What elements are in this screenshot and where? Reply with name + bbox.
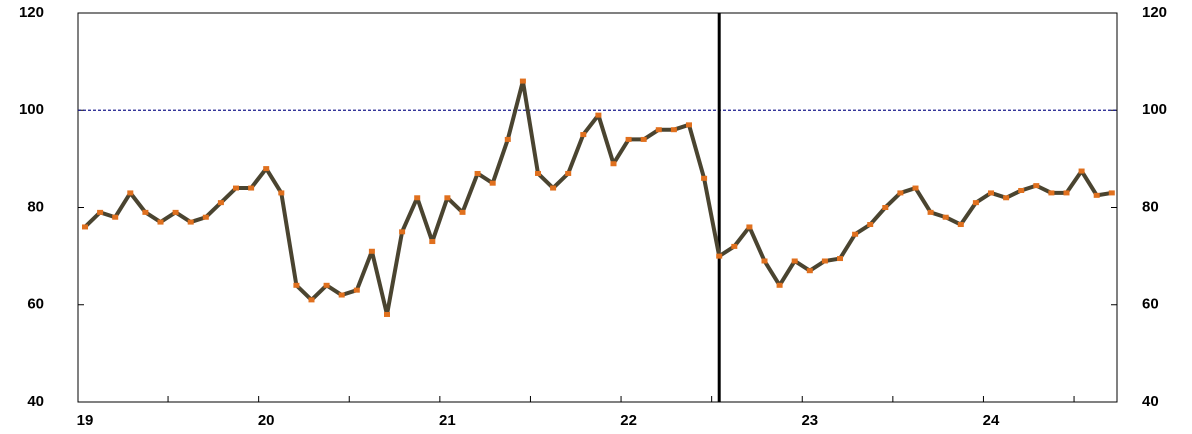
marker bbox=[655, 127, 662, 133]
marker bbox=[429, 239, 436, 245]
marker bbox=[821, 258, 828, 264]
marker bbox=[1048, 190, 1055, 196]
marker bbox=[1018, 187, 1025, 193]
y2-tick-label: 60 bbox=[1142, 296, 1159, 313]
marker bbox=[791, 258, 798, 264]
marker bbox=[187, 219, 194, 225]
y-tick-label: 120 bbox=[19, 4, 44, 21]
marker bbox=[625, 136, 632, 142]
x-tick-label: 19 bbox=[77, 412, 94, 429]
marker bbox=[384, 311, 390, 317]
x-tick-label: 20 bbox=[258, 412, 275, 429]
marker bbox=[701, 175, 708, 181]
marker bbox=[293, 282, 300, 288]
y2-tick-label: 100 bbox=[1142, 101, 1167, 118]
y2-tick-label: 40 bbox=[1142, 393, 1159, 410]
marker bbox=[202, 214, 209, 220]
marker bbox=[837, 256, 843, 262]
marker bbox=[716, 253, 723, 259]
marker bbox=[519, 78, 526, 84]
y2-tick-label: 80 bbox=[1142, 198, 1159, 215]
marker bbox=[444, 195, 451, 201]
marker bbox=[474, 170, 481, 176]
marker bbox=[127, 190, 134, 196]
marker bbox=[731, 243, 738, 249]
marker bbox=[142, 209, 149, 215]
marker bbox=[217, 200, 224, 206]
marker bbox=[912, 185, 919, 191]
y-tick-label: 80 bbox=[27, 198, 44, 215]
marker bbox=[489, 180, 496, 186]
marker bbox=[670, 127, 677, 133]
marker bbox=[972, 200, 979, 206]
marker bbox=[580, 132, 587, 138]
marker bbox=[368, 248, 375, 254]
marker bbox=[399, 229, 406, 235]
marker bbox=[97, 209, 104, 215]
marker bbox=[338, 292, 345, 298]
y-tick-label: 60 bbox=[27, 296, 44, 313]
marker bbox=[988, 190, 994, 196]
marker bbox=[112, 214, 119, 220]
marker bbox=[459, 209, 466, 215]
marker bbox=[172, 209, 179, 215]
marker bbox=[806, 268, 813, 274]
x-tick-label: 21 bbox=[439, 412, 456, 429]
marker bbox=[746, 224, 753, 230]
marker bbox=[504, 136, 511, 142]
marker bbox=[1093, 192, 1100, 198]
marker bbox=[233, 185, 239, 191]
marker bbox=[308, 297, 315, 303]
marker bbox=[1033, 183, 1040, 189]
marker bbox=[776, 282, 783, 288]
plot-frame bbox=[77, 12, 1118, 403]
marker bbox=[157, 219, 164, 225]
x-tick-label: 22 bbox=[620, 412, 637, 429]
y-tick-label: 40 bbox=[27, 393, 44, 410]
marker bbox=[535, 170, 541, 176]
marker bbox=[1003, 195, 1010, 201]
marker bbox=[550, 185, 557, 191]
marker bbox=[82, 224, 88, 230]
marker bbox=[353, 287, 360, 293]
x-tick-label: 23 bbox=[801, 412, 818, 429]
marker bbox=[882, 205, 889, 210]
marker bbox=[867, 222, 874, 228]
x-tick-label: 24 bbox=[983, 412, 1000, 429]
marker bbox=[957, 222, 964, 228]
y-tick-label: 100 bbox=[19, 101, 44, 118]
marker bbox=[927, 209, 934, 215]
marker bbox=[414, 195, 421, 201]
marker bbox=[278, 190, 285, 196]
marker bbox=[942, 214, 949, 220]
marker bbox=[323, 282, 330, 288]
marker bbox=[897, 190, 904, 196]
marker bbox=[761, 258, 768, 264]
marker bbox=[640, 136, 647, 142]
marker bbox=[852, 231, 859, 237]
marker bbox=[686, 122, 692, 128]
marker bbox=[248, 185, 255, 191]
marker bbox=[1063, 190, 1070, 196]
marker bbox=[1108, 190, 1115, 196]
marker bbox=[595, 112, 602, 118]
y2-tick-label: 120 bbox=[1142, 4, 1167, 21]
marker bbox=[263, 166, 270, 172]
marker bbox=[565, 170, 572, 176]
marker bbox=[1078, 168, 1085, 174]
marker bbox=[610, 161, 617, 167]
